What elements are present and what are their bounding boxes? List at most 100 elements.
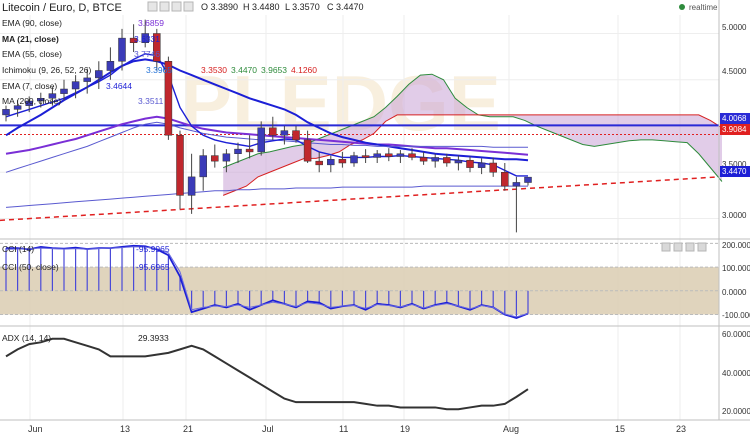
close-icon[interactable]: [171, 1, 182, 12]
time-tick: Jul: [262, 424, 274, 434]
indicator-value: 3.4644: [106, 81, 132, 91]
candle-body: [118, 37, 126, 62]
candle-body: [477, 162, 486, 168]
candle-body: [222, 153, 231, 162]
price-axis[interactable]: 5.0000 4.5000 3.5000 3.0000: [722, 23, 747, 220]
candle-body: [187, 176, 196, 196]
cci-label[interactable]: CCI (50, close): [2, 262, 59, 272]
ohlc-open: O 3.3890: [201, 2, 238, 12]
settings-icon[interactable]: [159, 1, 170, 12]
candle-body: [13, 105, 22, 110]
candle-body: [25, 100, 33, 106]
adx-legend[interactable]: ADX (14, 14) 29.3933: [2, 333, 169, 343]
candle-body: [48, 93, 57, 99]
adx-panel: [5, 337, 529, 411]
candle-body: [71, 81, 80, 90]
time-tick: 21: [183, 424, 193, 434]
indicator-label[interactable]: Ichimoku (9, 26, 52, 26): [2, 65, 91, 75]
candle-body: [129, 37, 138, 43]
ma-line: [5, 58, 529, 162]
close-icon[interactable]: [685, 242, 695, 252]
price-badge: 3.4470: [722, 167, 747, 176]
candle-body: [303, 139, 312, 162]
indicator-value: 4.1260: [291, 65, 317, 75]
more-icon[interactable]: [183, 1, 194, 12]
candle-body: [176, 135, 184, 196]
symbol-title[interactable]: Litecoin / Euro, D, BTCE: [2, 2, 122, 14]
trendline: [0, 176, 720, 222]
eye-icon[interactable]: [147, 1, 158, 12]
candle-body: [419, 157, 428, 162]
time-tick: Aug: [503, 424, 519, 434]
indicator-value: 3.3965: [146, 65, 172, 75]
indicator-value: 3.9653: [261, 65, 287, 75]
cci-controls[interactable]: [661, 242, 707, 252]
candle-body: [95, 70, 103, 79]
indicator-label[interactable]: EMA (55, close): [2, 49, 62, 59]
candle-body: [83, 77, 91, 82]
cci-value: -95.9965: [136, 244, 170, 254]
price-tick: 3.5000: [722, 160, 747, 169]
cci-tick: 0.0000: [722, 288, 747, 297]
adx-axis[interactable]: 60.0000 40.0000 20.0000: [722, 330, 750, 416]
settings-icon[interactable]: [673, 242, 683, 252]
candle-body: [315, 160, 323, 166]
indicator-lines: [0, 53, 720, 222]
cloud-fill: [223, 74, 722, 196]
realtime-dot-icon: [679, 4, 685, 10]
indicator-label[interactable]: MA (200, close): [2, 96, 61, 106]
cci-tick: 200.0000: [722, 241, 750, 250]
time-tick: 15: [615, 424, 625, 434]
candles: [2, 19, 532, 233]
candle-body: [292, 130, 300, 141]
time-axis[interactable]: Jun 13 21 Jul 11 19 Aug 15 23: [28, 424, 686, 434]
price-badge: 4.0068: [722, 114, 747, 123]
candle-body: [361, 155, 370, 158]
price-badge-bg: [720, 124, 750, 135]
price-badge-bg: [720, 166, 750, 177]
indicator-value: 3.6859: [138, 18, 164, 28]
indicator-value: 3.6331: [134, 34, 160, 44]
adx-tick: 40.0000: [722, 369, 750, 378]
price-tick: 3.0000: [722, 211, 747, 220]
more-icon[interactable]: [697, 242, 707, 252]
indicator-label[interactable]: MA (21, close): [2, 34, 59, 44]
candle-body: [501, 172, 509, 187]
realtime-label: realtime: [689, 3, 718, 12]
ma-line: [5, 121, 528, 173]
cci-label[interactable]: CCI (14): [2, 244, 34, 254]
indicator-value: 3.4470: [231, 65, 257, 75]
price-badges: 4.0068 3.9084 3.4470: [720, 113, 750, 177]
candle-body: [454, 159, 463, 164]
header-controls[interactable]: [147, 1, 194, 12]
cci-axis[interactable]: 200.0000 100.0000 0.0000 -100.0000: [722, 241, 750, 320]
adx-value: 29.3933: [138, 333, 169, 343]
candle-body: [199, 155, 207, 178]
candle-body: [37, 98, 45, 102]
candle-body: [408, 153, 416, 158]
ma-line: [5, 185, 528, 208]
candle-body: [466, 159, 474, 168]
cci-tick: -100.0000: [722, 311, 750, 320]
adx-line: [5, 337, 529, 411]
candle-body: [2, 109, 10, 116]
candle-body: [350, 155, 358, 164]
indicator-value: 3.3511: [138, 96, 164, 106]
indicator-label[interactable]: EMA (7, close): [2, 81, 57, 91]
indicator-label[interactable]: EMA (90, close): [2, 18, 62, 28]
ohlc-low: L 3.3570: [285, 2, 320, 12]
adx-label[interactable]: ADX (14, 14): [2, 333, 51, 343]
candle-body: [280, 130, 289, 136]
indicator-legend[interactable]: EMA (90, close) 3.6859 MA (21, close) 3.…: [2, 18, 317, 106]
time-tick: 13: [120, 424, 130, 434]
cci-legend[interactable]: CCI (14) -95.9965 CCI (50, close) -95.69…: [2, 242, 707, 272]
candle-body: [431, 157, 439, 162]
indicator-value: 3.3530: [201, 65, 227, 75]
time-tick: 23: [676, 424, 686, 434]
grid: [0, 15, 719, 420]
eye-icon[interactable]: [661, 242, 671, 252]
price-badge-bg: [720, 113, 750, 124]
candle-body: [524, 176, 532, 183]
time-tick: 11: [339, 424, 348, 434]
